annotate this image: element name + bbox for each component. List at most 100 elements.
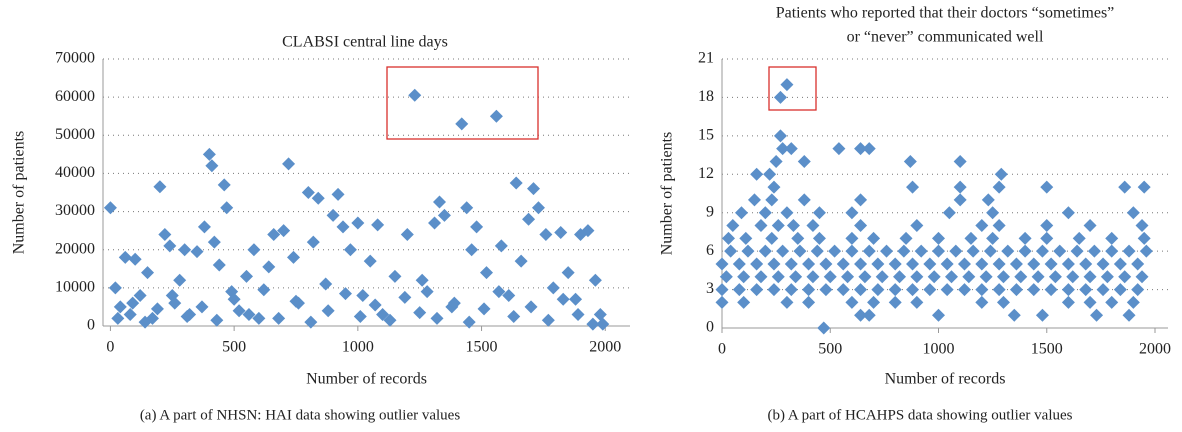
point (287, 250, 301, 264)
point (338, 287, 352, 301)
point (854, 219, 868, 233)
point (715, 295, 729, 309)
point (769, 154, 783, 168)
y-tick-label: 21 (698, 50, 714, 67)
point (767, 283, 781, 297)
point (953, 193, 967, 207)
point (832, 142, 846, 156)
point (210, 313, 224, 327)
x-tick-label: 2000 (589, 339, 621, 356)
point (554, 226, 568, 240)
point (118, 250, 132, 264)
point (277, 224, 291, 238)
point (319, 277, 333, 291)
point (854, 283, 868, 297)
point (854, 142, 868, 156)
point (741, 244, 755, 258)
point (541, 313, 555, 327)
point (507, 309, 521, 323)
point (1061, 206, 1075, 220)
point (975, 219, 989, 233)
point (1096, 283, 1110, 297)
point (321, 304, 335, 318)
point (897, 244, 911, 258)
point (721, 231, 735, 245)
point (854, 308, 868, 322)
point (763, 167, 777, 181)
y-tick-label: 70000 (55, 50, 95, 67)
point (267, 227, 281, 241)
point (754, 270, 768, 284)
y-tick-label: 15 (698, 127, 714, 144)
point (388, 269, 402, 283)
point (1131, 257, 1145, 271)
point (932, 244, 946, 258)
point (514, 254, 528, 268)
point (732, 283, 746, 297)
y-tick-label: 0 (706, 319, 714, 336)
point (867, 295, 881, 309)
point (880, 244, 894, 258)
point (942, 206, 956, 220)
point (351, 216, 365, 230)
point (841, 270, 855, 284)
point (569, 292, 583, 306)
point (773, 129, 787, 143)
point (217, 178, 231, 192)
point (1083, 219, 1097, 233)
point (524, 300, 538, 314)
point (257, 283, 271, 297)
point (1087, 244, 1101, 258)
point (1113, 283, 1127, 297)
point (539, 227, 553, 241)
point (715, 257, 729, 271)
point (398, 290, 412, 304)
point (531, 201, 545, 215)
point (949, 244, 963, 258)
point (1044, 257, 1058, 271)
point (400, 227, 414, 241)
point (996, 270, 1010, 284)
point (819, 283, 833, 297)
y-tick-label: 0 (87, 317, 95, 334)
point (979, 270, 993, 284)
point (1035, 244, 1049, 258)
point (806, 270, 820, 284)
point (1035, 308, 1049, 322)
point (996, 295, 1010, 309)
point (470, 220, 484, 234)
point (817, 321, 831, 335)
point (477, 302, 491, 316)
point (432, 195, 446, 209)
point (1135, 219, 1149, 233)
point (780, 78, 794, 92)
point (343, 243, 357, 257)
point (593, 308, 607, 322)
point (767, 257, 781, 271)
point (771, 270, 785, 284)
point (556, 292, 570, 306)
point (910, 270, 924, 284)
point (128, 252, 142, 266)
point (975, 283, 989, 297)
y-tick-label: 30000 (55, 202, 95, 219)
point (910, 219, 924, 233)
point (561, 266, 575, 280)
point (1105, 244, 1119, 258)
point (858, 270, 872, 284)
point (1070, 244, 1084, 258)
point (828, 244, 842, 258)
point (786, 219, 800, 233)
point (739, 231, 753, 245)
x-tick-label: 2000 (1139, 341, 1171, 358)
point (992, 257, 1006, 271)
point (940, 283, 954, 297)
point (232, 304, 246, 318)
point (1009, 257, 1023, 271)
x-tick-label: 1000 (342, 339, 374, 356)
y-tick-label: 9 (706, 203, 714, 220)
point (964, 231, 978, 245)
point (178, 243, 192, 257)
point (899, 231, 913, 245)
